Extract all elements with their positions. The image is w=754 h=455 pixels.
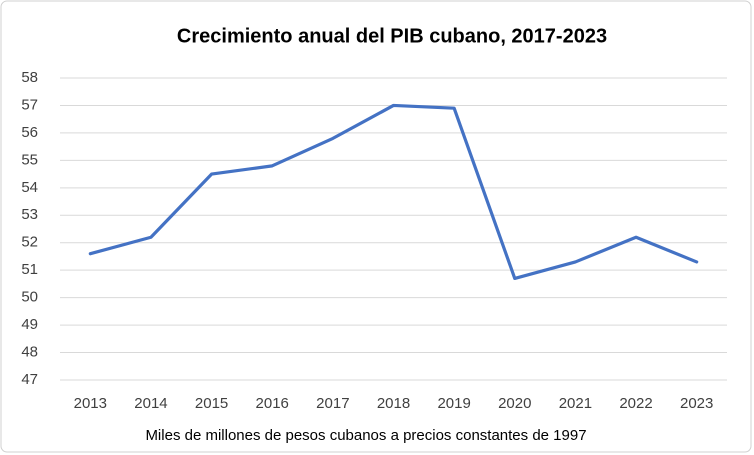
x-tick-label: 2017 — [316, 395, 349, 412]
data-line — [88, 103, 699, 281]
y-tick-label: 57 — [21, 96, 38, 113]
y-tick-label: 55 — [21, 151, 38, 168]
x-tick-label: 2021 — [559, 395, 592, 412]
x-tick-label: 2022 — [619, 395, 652, 412]
y-tick-label: 51 — [21, 261, 38, 278]
chart-title: Crecimiento anual del PIB cubano, 2017-2… — [177, 25, 607, 47]
y-tick-label: 48 — [21, 344, 38, 361]
y-tick-label: 47 — [21, 371, 38, 388]
y-tick-label: 56 — [21, 124, 38, 141]
y-tick-label: 49 — [21, 316, 38, 333]
y-tick-label: 54 — [21, 179, 38, 196]
y-tick-label: 50 — [21, 289, 38, 306]
x-tick-label: 2023 — [680, 395, 713, 412]
x-tick-label: 2014 — [134, 395, 167, 412]
x-tick-label: 2020 — [498, 395, 531, 412]
y-tick-label: 58 — [21, 69, 38, 86]
x-tick-label: 2019 — [437, 395, 470, 412]
x-tick-label: 2013 — [74, 395, 107, 412]
x-axis-label: Miles de millones de pesos cubanos a pre… — [145, 427, 586, 444]
y-tick-label: 52 — [21, 234, 38, 251]
x-tick-label: 2015 — [195, 395, 228, 412]
x-tick-label: 2016 — [256, 395, 289, 412]
x-tick-label: 2018 — [377, 395, 410, 412]
y-tick-label: 53 — [21, 206, 38, 223]
